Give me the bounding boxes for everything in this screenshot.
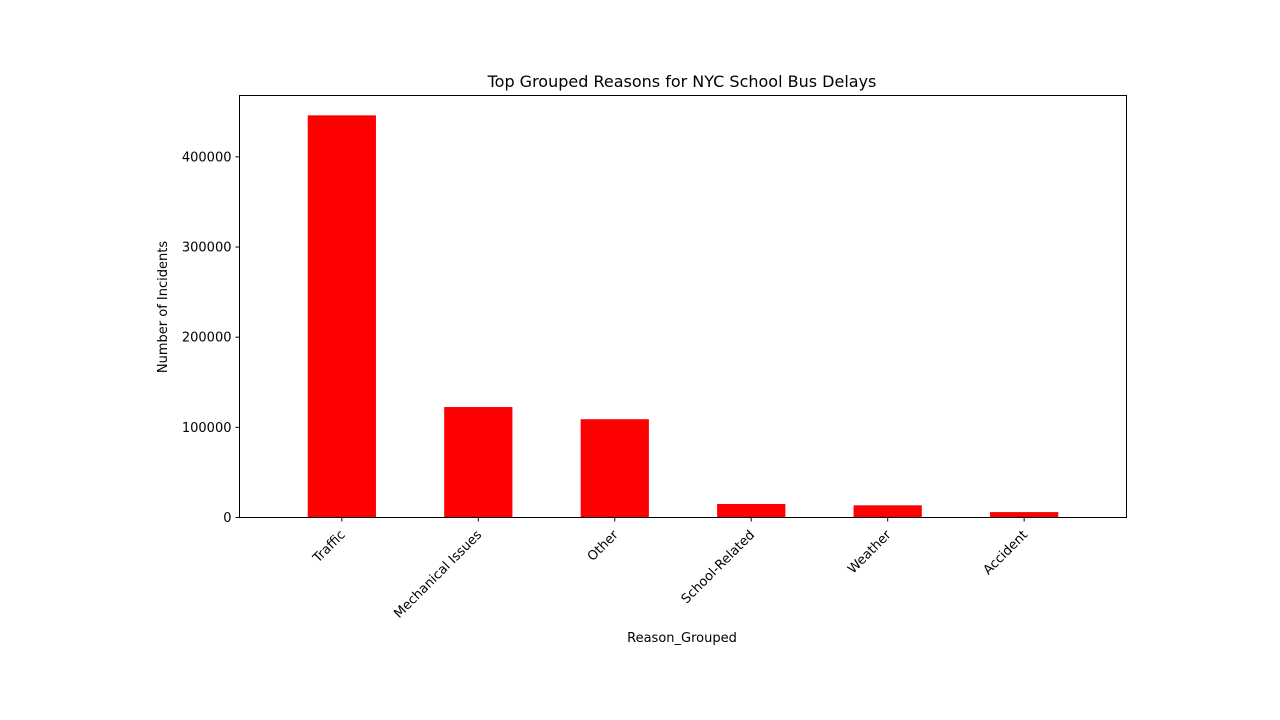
y-tick-label: 300000 xyxy=(182,240,232,255)
bar xyxy=(444,407,513,518)
x-tick-label: Weather xyxy=(845,527,895,577)
x-tick-label: Traffic xyxy=(310,528,349,567)
x-tick-label: School-Related xyxy=(679,528,758,607)
y-tick-label: 400000 xyxy=(182,150,232,165)
x-tick-label: Mechanical Issues xyxy=(391,528,485,622)
chart-title: Top Grouped Reasons for NYC School Bus D… xyxy=(487,72,877,91)
y-axis: 0 100000 200000 300000 400000 xyxy=(182,150,240,526)
x-axis: Traffic Mechanical Issues Other School-Rela… xyxy=(310,517,1031,622)
y-tick-label: 0 xyxy=(223,511,231,526)
bar xyxy=(853,505,922,518)
bars-group xyxy=(307,115,1059,518)
y-axis-label: Number of Incidents xyxy=(156,241,171,373)
y-tick-label: 100000 xyxy=(182,421,232,436)
x-tick-label: Accident xyxy=(981,528,1031,578)
x-axis-label: Reason_Grouped xyxy=(627,631,737,646)
bar xyxy=(580,419,649,518)
bar xyxy=(990,512,1059,518)
plot-frame xyxy=(239,95,1127,518)
x-tick-label: Other xyxy=(585,527,622,564)
bar xyxy=(307,115,376,518)
y-tick-label: 200000 xyxy=(182,331,232,346)
bar xyxy=(717,503,786,518)
